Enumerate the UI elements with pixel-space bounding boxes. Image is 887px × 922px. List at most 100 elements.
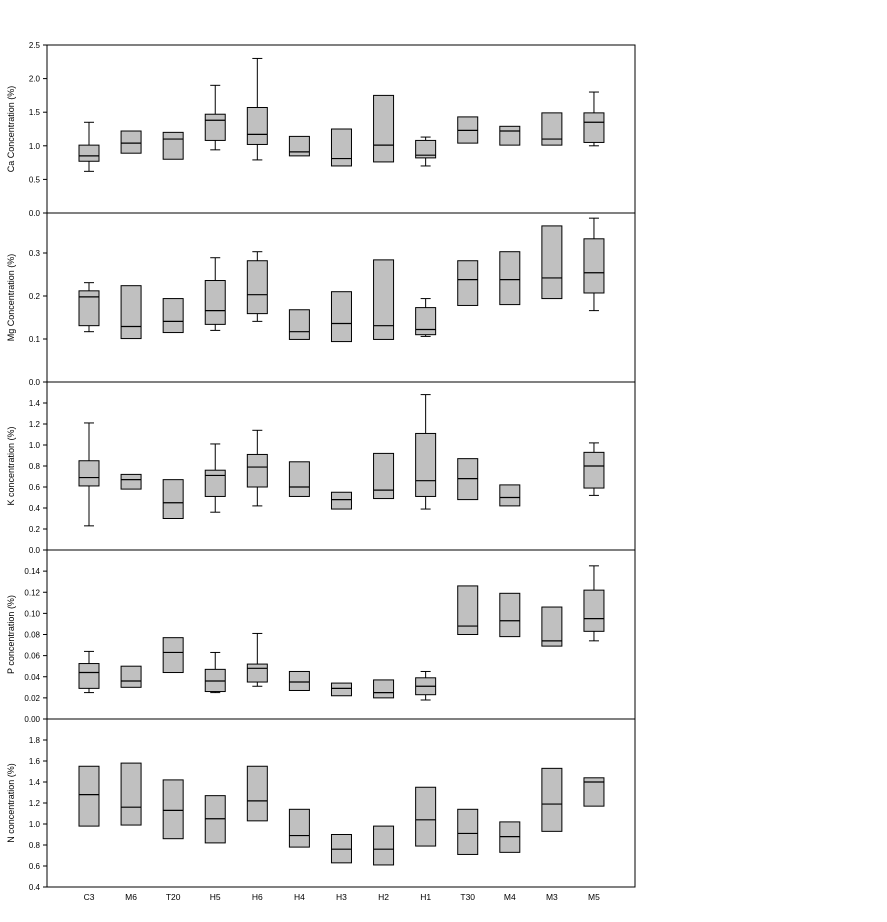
- iqr-box: [246, 663, 268, 683]
- iqr-box: [162, 479, 184, 519]
- box-t30: [457, 260, 479, 306]
- iqr-box: [246, 106, 268, 145]
- iqr-box: [330, 682, 352, 697]
- y-tick-label: 0.2: [29, 292, 41, 301]
- iqr-box: [415, 307, 437, 336]
- y-tick-label: 0.00: [24, 715, 40, 724]
- iqr-box: [541, 225, 563, 300]
- y-tick-label: 1.6: [29, 757, 41, 766]
- box-c3: [78, 121, 100, 172]
- y-tick-label: 0.1: [29, 335, 41, 344]
- box-t20: [162, 779, 184, 840]
- iqr-box: [288, 135, 310, 157]
- x-tick-label: H2: [378, 892, 389, 902]
- box-m6: [120, 130, 142, 154]
- y-tick-label: 0.6: [29, 483, 41, 492]
- iqr-box: [120, 762, 142, 826]
- y-tick-label: 0.8: [29, 841, 41, 850]
- box-h4: [288, 670, 310, 691]
- box-m6: [120, 762, 142, 826]
- iqr-box: [499, 125, 521, 146]
- box-h1: [415, 298, 437, 337]
- x-tick-label: T30: [460, 892, 475, 902]
- iqr-box: [288, 670, 310, 691]
- y-tick-label: 1.2: [29, 420, 41, 429]
- box-t30: [457, 585, 479, 635]
- box-h1: [415, 670, 437, 701]
- iqr-box: [120, 285, 142, 340]
- iqr-box: [499, 251, 521, 306]
- box-h6: [246, 632, 268, 687]
- box-m4: [499, 484, 521, 507]
- box-h3: [330, 491, 352, 510]
- iqr-box: [415, 432, 437, 497]
- panel-k: 0.0 0.2 0.4 0.6 0.8 1.0 1.2 1.4 K concentration …: [6, 381, 636, 555]
- iqr-box: [373, 94, 395, 163]
- iqr-box: [288, 461, 310, 497]
- x-tick-label: H1: [420, 892, 431, 902]
- iqr-box: [246, 453, 268, 488]
- iqr-box: [457, 260, 479, 306]
- y-axis-label: P concentration (%): [6, 595, 16, 674]
- panel-p: 0.00 0.02 0.04 0.06 0.08 0.10 0.12 0.14 P concen…: [6, 549, 636, 724]
- iqr-box: [162, 779, 184, 840]
- y-tick-label: 1.5: [29, 108, 41, 117]
- y-tick-label: 1.0: [29, 820, 41, 829]
- box-h5: [204, 257, 226, 331]
- iqr-box: [120, 665, 142, 688]
- iqr-box: [246, 260, 268, 315]
- iqr-box: [330, 491, 352, 510]
- iqr-box: [78, 663, 100, 689]
- iqr-box: [541, 112, 563, 146]
- iqr-box: [415, 139, 437, 159]
- box-h6: [246, 57, 268, 161]
- x-tick-label: H3: [336, 892, 347, 902]
- y-tick-label: 0.02: [24, 694, 40, 703]
- iqr-box: [288, 808, 310, 848]
- iqr-box: [78, 460, 100, 487]
- iqr-box: [457, 808, 479, 855]
- x-tick-label: H4: [294, 892, 305, 902]
- y-axis-label: Mg Concentration (%): [6, 254, 16, 342]
- box-m5: [583, 217, 605, 312]
- x-tick-label: M5: [588, 892, 600, 902]
- box-h2: [373, 452, 395, 500]
- box-m4: [499, 251, 521, 306]
- iqr-box: [583, 589, 605, 632]
- x-tick-label: M6: [125, 892, 137, 902]
- iqr-box: [373, 679, 395, 699]
- y-tick-label: 0.5: [29, 175, 41, 184]
- box-h4: [288, 309, 310, 340]
- box-h5: [204, 443, 226, 513]
- x-tick-label: M3: [546, 892, 558, 902]
- iqr-box: [204, 280, 226, 325]
- iqr-box: [204, 469, 226, 497]
- x-tick-label: T20: [166, 892, 181, 902]
- y-tick-label: 0.6: [29, 862, 41, 871]
- box-m6: [120, 665, 142, 688]
- box-m3: [541, 606, 563, 647]
- iqr-box: [373, 259, 395, 340]
- panel-mg: 0.0 0.1 0.2 0.3 Mg Concentration (%): [6, 212, 636, 387]
- y-tick-label: 1.4: [29, 399, 41, 408]
- box-m5: [583, 442, 605, 496]
- iqr-box: [583, 451, 605, 489]
- iqr-box: [499, 592, 521, 638]
- y-axis-label: K concentration (%): [6, 426, 16, 505]
- box-h2: [373, 825, 395, 866]
- y-tick-label: 1.4: [29, 778, 41, 787]
- x-tick-label: M4: [504, 892, 516, 902]
- iqr-box: [541, 606, 563, 647]
- plot-frame: [46, 381, 636, 551]
- box-h6: [246, 429, 268, 507]
- y-tick-label: 0.0: [29, 209, 41, 218]
- y-tick-label: 1.8: [29, 736, 41, 745]
- y-axis-label: Ca Concentration (%): [6, 86, 16, 173]
- iqr-box: [541, 767, 563, 832]
- iqr-box: [120, 130, 142, 154]
- box-h5: [204, 651, 226, 694]
- x-axis: C3 M6 T20 H5 H6 H4 H3 H2 H1 T30 M4 M3 M5: [84, 892, 601, 902]
- y-tick-label: 0.06: [24, 652, 40, 661]
- box-h5: [204, 84, 226, 151]
- box-m5: [583, 91, 605, 147]
